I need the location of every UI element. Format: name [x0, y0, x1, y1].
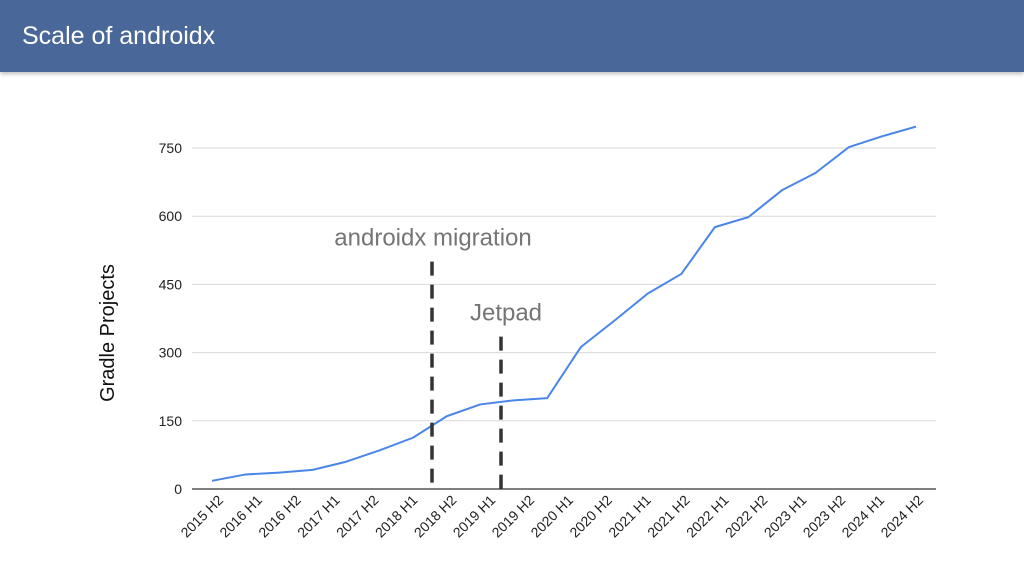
x-tick-label: 2024 H2 [877, 492, 926, 541]
y-tick-label: 600 [159, 208, 183, 224]
y-tick-label: 150 [159, 413, 183, 429]
title-bar: Scale of androidx [0, 0, 1024, 72]
annotation-label: androidx migration [334, 225, 531, 252]
series-line-0 [211, 125, 917, 482]
annotation-label: Jetpad [470, 300, 542, 327]
y-tick-label: 450 [159, 276, 183, 292]
slide-title: Scale of androidx [22, 22, 216, 50]
y-tick-label: 300 [159, 345, 183, 361]
y-axis-label: Gradle Projects [97, 264, 119, 402]
y-tick-label: 0 [174, 481, 182, 497]
y-tick-label: 750 [159, 140, 183, 156]
